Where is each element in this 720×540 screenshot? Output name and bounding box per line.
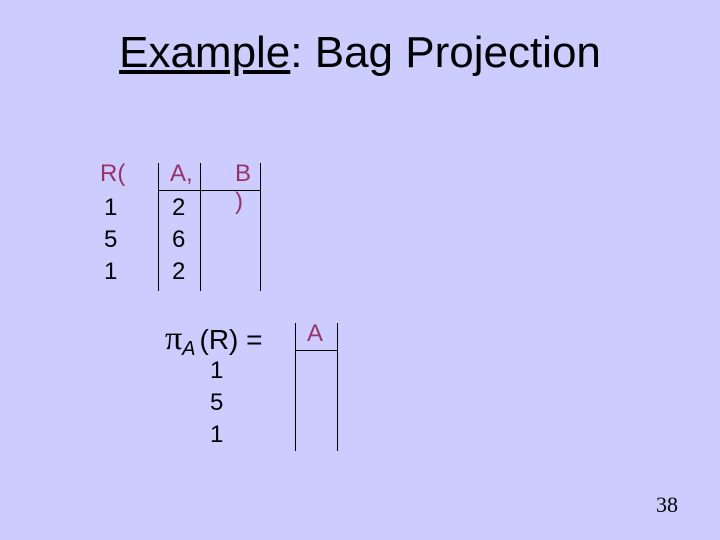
- pi-subscript: A: [182, 338, 195, 361]
- list-item: 1: [210, 421, 223, 453]
- result-hline: [295, 350, 337, 351]
- result-vline-1: [295, 323, 296, 451]
- table-row: 2: [172, 194, 185, 222]
- pi-arg: (R) =: [200, 324, 263, 356]
- pi-symbol: π: [165, 320, 182, 358]
- projection-expression: πA (R) =: [165, 320, 263, 358]
- col-a-label: A,: [170, 160, 193, 188]
- table-row: 2: [172, 258, 185, 286]
- table-vline-3: [260, 163, 261, 291]
- table-vline-2: [200, 163, 201, 291]
- title-underlined: Example: [119, 28, 290, 77]
- result-col-label: A: [307, 320, 323, 348]
- title-rest: : Bag Projection: [290, 28, 601, 77]
- page-number: 38: [656, 492, 678, 518]
- list-item: 5: [210, 389, 223, 421]
- table-row: 1: [104, 258, 117, 286]
- table-row: 5: [104, 226, 117, 254]
- slide-title: Example: Bag Projection: [0, 0, 720, 78]
- result-vline-2: [337, 323, 338, 451]
- table-row: 6: [172, 226, 185, 254]
- table-row: 1: [104, 194, 117, 222]
- list-item: 1: [210, 357, 223, 389]
- col-b-label: B ): [235, 160, 251, 216]
- result-values: 151: [210, 357, 223, 453]
- table-vline-1: [158, 163, 159, 291]
- table-hline: [158, 190, 260, 191]
- relation-name: R(: [100, 160, 125, 188]
